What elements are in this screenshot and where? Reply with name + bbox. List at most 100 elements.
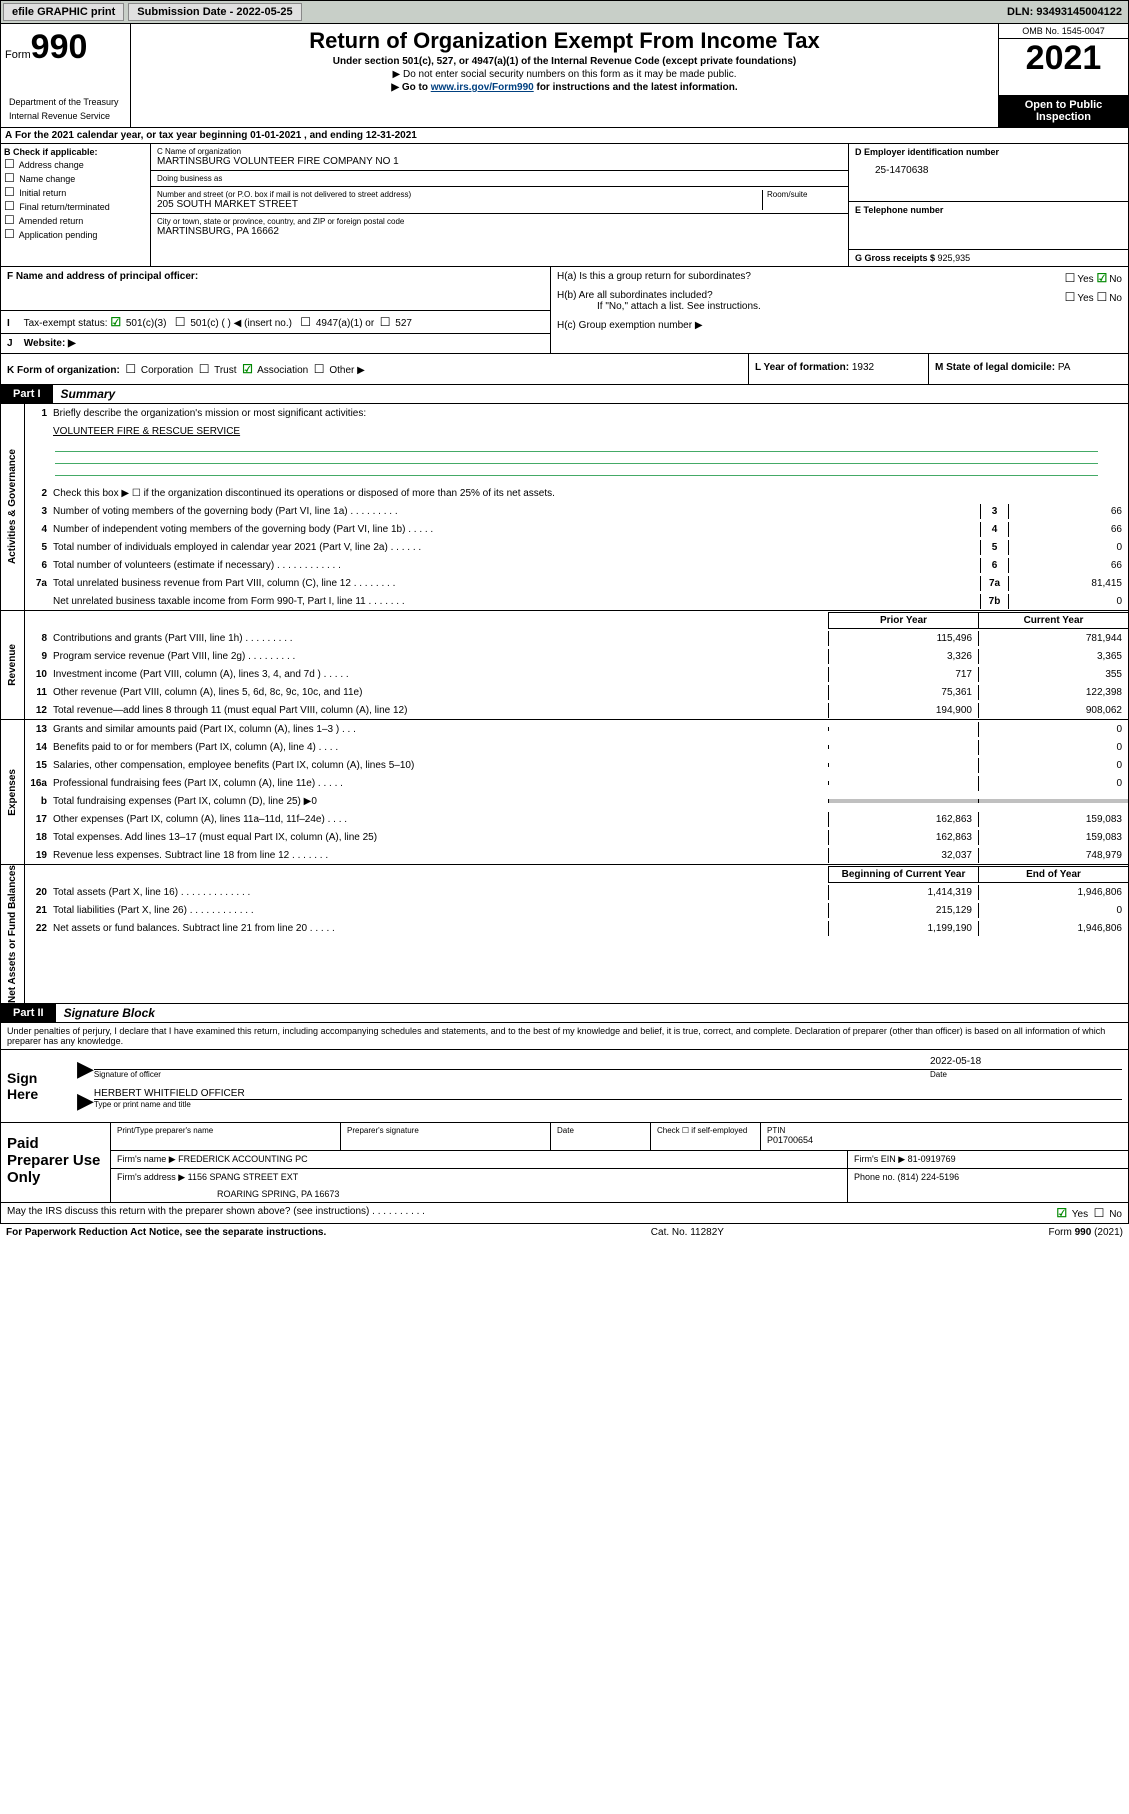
efile-button[interactable]: efile GRAPHIC print bbox=[3, 3, 124, 21]
officer-signature-line[interactable] bbox=[94, 1056, 922, 1070]
hb-yes[interactable]: ☐ bbox=[1065, 290, 1076, 304]
gov-line: 3Number of voting members of the governi… bbox=[25, 502, 1128, 520]
line-a-tax-year: A For the 2021 calendar year, or tax yea… bbox=[0, 128, 1129, 144]
4947-checkbox[interactable]: ☐ bbox=[300, 315, 311, 329]
col-b-checkboxes: B Check if applicable: ☐ Address change☐… bbox=[1, 144, 151, 266]
end-year-header: End of Year bbox=[978, 866, 1128, 883]
form-title-block: Return of Organization Exempt From Incom… bbox=[131, 24, 998, 127]
prior-year-header: Prior Year bbox=[828, 612, 978, 629]
col-d-e-g: D Employer identification number 25-1470… bbox=[848, 144, 1128, 266]
revenue-section: Revenue Prior Year Current Year 8Contrib… bbox=[0, 611, 1129, 720]
data-line: 11Other revenue (Part VIII, column (A), … bbox=[25, 683, 1128, 701]
ptin-cell: PTINP01700654 bbox=[761, 1123, 1128, 1150]
discuss-yes[interactable]: ☑ bbox=[1056, 1206, 1067, 1220]
phone-field: E Telephone number bbox=[849, 202, 1128, 250]
ha-yes[interactable]: ☐ bbox=[1065, 271, 1076, 285]
sign-here-block: Sign Here ▶ 2022-05-18 Signature of offi… bbox=[0, 1050, 1129, 1123]
street-address: 205 SOUTH MARKET STREET bbox=[157, 199, 762, 210]
gov-line: 7aTotal unrelated business revenue from … bbox=[25, 574, 1128, 592]
trust-checkbox[interactable]: ☐ bbox=[199, 362, 210, 376]
tax-year: 2021 bbox=[999, 39, 1128, 95]
data-line: 13Grants and similar amounts paid (Part … bbox=[25, 720, 1128, 738]
data-line: 16aProfessional fundraising fees (Part I… bbox=[25, 774, 1128, 792]
data-line: 9Program service revenue (Part VIII, lin… bbox=[25, 647, 1128, 665]
other-checkbox[interactable]: ☐ bbox=[314, 362, 325, 376]
data-line: 8Contributions and grants (Part VIII, li… bbox=[25, 629, 1128, 647]
b-checkbox[interactable]: ☐ bbox=[4, 157, 15, 171]
begin-year-header: Beginning of Current Year bbox=[828, 866, 978, 883]
form-subtitle: Under section 501(c), 527, or 4947(a)(1)… bbox=[135, 56, 994, 67]
address-field: Number and street (or P.O. box if mail i… bbox=[151, 187, 848, 214]
governance-sidelabel: Activities & Governance bbox=[1, 404, 25, 610]
dba-field: Doing business as bbox=[151, 171, 848, 187]
preparer-date-cell: Date bbox=[551, 1123, 651, 1150]
data-line: 22Net assets or fund balances. Subtract … bbox=[25, 919, 1128, 937]
expenses-section: Expenses 13Grants and similar amounts pa… bbox=[0, 720, 1129, 865]
527-checkbox[interactable]: ☐ bbox=[380, 315, 391, 329]
irs-link[interactable]: www.irs.gov/Form990 bbox=[431, 82, 534, 93]
part2-header: Part II Signature Block bbox=[0, 1004, 1129, 1023]
dept-treasury: Department of the Treasury bbox=[5, 95, 126, 109]
submission-date-button[interactable]: Submission Date - 2022-05-25 bbox=[128, 3, 301, 21]
data-line: 21Total liabilities (Part X, line 26) . … bbox=[25, 901, 1128, 919]
data-line: 18Total expenses. Add lines 13–17 (must … bbox=[25, 828, 1128, 846]
form-id-block: Form990 Department of the Treasury Inter… bbox=[1, 24, 131, 127]
preparer-sig-cell: Preparer's signature bbox=[341, 1123, 551, 1150]
tax-exempt-status: I Tax-exempt status: ☑ 501(c)(3) ☐ 501(c… bbox=[1, 311, 550, 334]
b-option: ☐ Application pending bbox=[4, 227, 147, 241]
mission-line bbox=[55, 454, 1098, 464]
b-checkbox[interactable]: ☐ bbox=[4, 227, 15, 241]
dln-label: DLN: bbox=[1007, 6, 1036, 18]
dln: DLN: 93493145004122 bbox=[1007, 6, 1128, 18]
b-checkbox[interactable]: ☐ bbox=[4, 199, 15, 213]
b-checkbox[interactable]: ☐ bbox=[4, 185, 15, 199]
gov-line: Net unrelated business taxable income fr… bbox=[25, 592, 1128, 610]
gross-receipts-field: G Gross receipts $ 925,935 bbox=[849, 250, 1128, 266]
data-line: 17Other expenses (Part IX, column (A), l… bbox=[25, 810, 1128, 828]
data-line: bTotal fundraising expenses (Part IX, co… bbox=[25, 792, 1128, 810]
data-line: 14Benefits paid to or for members (Part … bbox=[25, 738, 1128, 756]
gov-line: 6Total number of volunteers (estimate if… bbox=[25, 556, 1128, 574]
website-field: J Website: ▶ bbox=[1, 334, 550, 353]
footer-line: For Paperwork Reduction Act Notice, see … bbox=[0, 1224, 1129, 1241]
sign-arrow-icon: ▶ bbox=[77, 1088, 94, 1114]
group-return-question: H(a) Is this a group return for subordin… bbox=[551, 267, 1128, 286]
assoc-checkbox[interactable]: ☑ bbox=[242, 362, 253, 376]
top-toolbar: efile GRAPHIC print Submission Date - 20… bbox=[0, 0, 1129, 24]
form-ssn-note: ▶ Do not enter social security numbers o… bbox=[135, 69, 994, 80]
netassets-section: Net Assets or Fund Balances Beginning of… bbox=[0, 865, 1129, 1004]
b-option: ☐ Initial return bbox=[4, 185, 147, 199]
firm-phone-cell: Phone no. (814) 224-5196 bbox=[848, 1169, 1128, 1202]
firm-name-cell: Firm's name ▶ FREDERICK ACCOUNTING PC bbox=[111, 1151, 848, 1168]
officer-name: HERBERT WHITFIELD OFFICER bbox=[94, 1088, 1122, 1100]
ein-value: 25-1470638 bbox=[875, 165, 1122, 176]
part2-title: Signature Block bbox=[56, 1006, 155, 1020]
corp-checkbox[interactable]: ☐ bbox=[125, 362, 136, 376]
gross-receipts-value: 925,935 bbox=[938, 253, 971, 263]
ha-no[interactable]: ☑ bbox=[1096, 271, 1107, 285]
sign-here-label: Sign Here bbox=[1, 1050, 71, 1122]
gov-line: 4Number of independent voting members of… bbox=[25, 520, 1128, 538]
discuss-no[interactable]: ☐ bbox=[1094, 1206, 1105, 1220]
identity-section: B Check if applicable: ☐ Address change☐… bbox=[0, 144, 1129, 267]
mission-line bbox=[55, 442, 1098, 452]
data-line: 19Revenue less expenses. Subtract line 1… bbox=[25, 846, 1128, 864]
year-of-formation: L Year of formation: 1932 bbox=[748, 354, 928, 384]
data-line: 10Investment income (Part VIII, column (… bbox=[25, 665, 1128, 683]
501c-checkbox[interactable]: ☐ bbox=[175, 315, 186, 329]
b-checkbox[interactable]: ☐ bbox=[4, 213, 15, 227]
col-c-org-info: C Name of organization MARTINSBURG VOLUN… bbox=[151, 144, 848, 266]
submission-date-label: Submission Date - bbox=[137, 6, 236, 18]
b-checkbox[interactable]: ☐ bbox=[4, 171, 15, 185]
501c3-checkbox[interactable]: ☑ bbox=[110, 315, 121, 329]
hb-no[interactable]: ☐ bbox=[1096, 290, 1107, 304]
org-name-field: C Name of organization MARTINSBURG VOLUN… bbox=[151, 144, 848, 171]
omb-number: OMB No. 1545-0047 bbox=[999, 24, 1128, 39]
part2-tab: Part II bbox=[1, 1004, 56, 1022]
netassets-sidelabel: Net Assets or Fund Balances bbox=[1, 865, 25, 1003]
irs-discuss-row: May the IRS discuss this return with the… bbox=[0, 1203, 1129, 1224]
gov-line: 5Total number of individuals employed in… bbox=[25, 538, 1128, 556]
state-of-domicile: M State of legal domicile: PA bbox=[928, 354, 1128, 384]
part1-header: Part I Summary bbox=[0, 385, 1129, 404]
b-option: ☐ Address change bbox=[4, 157, 147, 171]
